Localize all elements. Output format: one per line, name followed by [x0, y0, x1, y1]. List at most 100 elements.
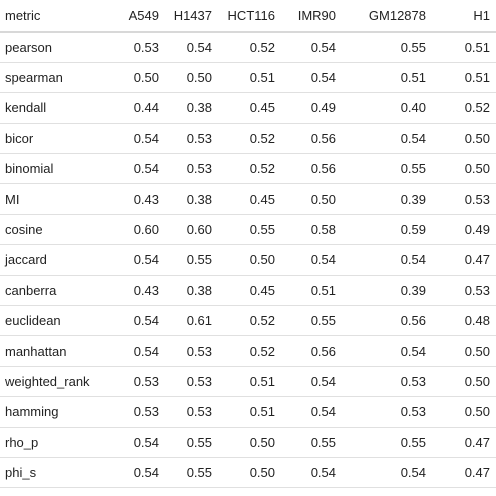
- value-cell-h1437: 0.55: [165, 457, 218, 489]
- value-cell-h1437: 0.53: [165, 396, 218, 428]
- value-cell-h1: 0.49: [432, 214, 496, 246]
- metric-name-cell: binomial: [0, 153, 118, 185]
- value-cell-hct116: 0.51: [218, 396, 281, 428]
- value-cell-imr90: 0.49: [281, 92, 342, 124]
- value-cell-gm12878: 0.56: [342, 305, 432, 337]
- column-header-a549: A549: [118, 0, 165, 33]
- table-row: weighted_rank 0.53 0.53 0.51 0.54 0.53 0.50: [0, 366, 496, 398]
- value-cell-a549: 0.54: [118, 427, 165, 458]
- value-cell-h1: 0.47: [432, 457, 496, 489]
- value-cell-imr90: 0.54: [281, 457, 342, 489]
- value-cell-imr90: 0.56: [281, 335, 342, 367]
- value-cell-imr90: 0.58: [281, 214, 342, 246]
- metric-name-cell: phi_s: [0, 457, 118, 489]
- value-cell-imr90: 0.51: [281, 275, 342, 307]
- value-cell-a549: 0.54: [118, 153, 165, 185]
- column-header-h1: H1: [432, 0, 496, 33]
- table-row: MI 0.43 0.38 0.45 0.50 0.39 0.53: [0, 183, 496, 215]
- value-cell-hct116: 0.50: [218, 244, 281, 276]
- table-body: pearson 0.53 0.54 0.52 0.54 0.55 0.51 spearman 0…: [0, 32, 496, 489]
- value-cell-imr90: 0.54: [281, 396, 342, 428]
- value-cell-hct116: 0.52: [218, 32, 281, 63]
- table-row: rho_p 0.54 0.55 0.50 0.55 0.55 0.47: [0, 427, 496, 458]
- value-cell-gm12878: 0.39: [342, 183, 432, 215]
- value-cell-hct116: 0.50: [218, 457, 281, 489]
- column-header-gm12878: GM12878: [342, 0, 432, 33]
- table-row: pearson 0.53 0.54 0.52 0.54 0.55 0.51: [0, 32, 496, 63]
- header-row: metric A549 H1437 HCT116 IMR90 GM12878 H…: [0, 0, 496, 33]
- value-cell-gm12878: 0.54: [342, 123, 432, 155]
- value-cell-h1437: 0.54: [165, 32, 218, 63]
- table-row: cosine 0.60 0.60 0.55 0.58 0.59 0.49: [0, 214, 496, 246]
- value-cell-a549: 0.60: [118, 214, 165, 246]
- value-cell-h1: 0.50: [432, 153, 496, 185]
- metric-name-cell: hamming: [0, 396, 118, 428]
- value-cell-h1437: 0.55: [165, 427, 218, 458]
- value-cell-hct116: 0.55: [218, 214, 281, 246]
- value-cell-gm12878: 0.55: [342, 427, 432, 458]
- table-row: jaccard 0.54 0.55 0.50 0.54 0.54 0.47: [0, 244, 496, 276]
- value-cell-imr90: 0.54: [281, 244, 342, 276]
- table-header: metric A549 H1437 HCT116 IMR90 GM12878 H…: [0, 0, 496, 33]
- table-row: spearman 0.50 0.50 0.51 0.54 0.51 0.51: [0, 62, 496, 94]
- table-row: hamming 0.53 0.53 0.51 0.54 0.53 0.50: [0, 396, 496, 428]
- value-cell-hct116: 0.51: [218, 62, 281, 94]
- value-cell-hct116: 0.45: [218, 275, 281, 307]
- value-cell-a549: 0.44: [118, 92, 165, 124]
- value-cell-h1437: 0.55: [165, 244, 218, 276]
- value-cell-gm12878: 0.53: [342, 396, 432, 428]
- table-row: binomial 0.54 0.53 0.52 0.56 0.55 0.50: [0, 153, 496, 185]
- metric-name-cell: kendall: [0, 92, 118, 124]
- value-cell-h1: 0.50: [432, 366, 496, 398]
- table-row: kendall 0.44 0.38 0.45 0.49 0.40 0.52: [0, 92, 496, 124]
- value-cell-hct116: 0.45: [218, 92, 281, 124]
- value-cell-hct116: 0.52: [218, 305, 281, 337]
- value-cell-a549: 0.54: [118, 305, 165, 337]
- metric-name-cell: jaccard: [0, 244, 118, 276]
- value-cell-h1: 0.53: [432, 275, 496, 307]
- value-cell-h1437: 0.53: [165, 335, 218, 367]
- column-header-metric: metric: [0, 0, 118, 33]
- value-cell-hct116: 0.45: [218, 183, 281, 215]
- value-cell-a549: 0.53: [118, 396, 165, 428]
- value-cell-gm12878: 0.39: [342, 275, 432, 307]
- table-row: canberra 0.43 0.38 0.45 0.51 0.39 0.53: [0, 275, 496, 307]
- value-cell-imr90: 0.55: [281, 305, 342, 337]
- value-cell-gm12878: 0.54: [342, 457, 432, 489]
- value-cell-hct116: 0.52: [218, 153, 281, 185]
- value-cell-gm12878: 0.54: [342, 244, 432, 276]
- column-header-h1437: H1437: [165, 0, 218, 33]
- value-cell-h1: 0.50: [432, 335, 496, 367]
- value-cell-h1437: 0.53: [165, 366, 218, 398]
- value-cell-h1437: 0.53: [165, 153, 218, 185]
- value-cell-imr90: 0.50: [281, 183, 342, 215]
- value-cell-a549: 0.43: [118, 275, 165, 307]
- metric-name-cell: MI: [0, 183, 118, 215]
- value-cell-h1437: 0.61: [165, 305, 218, 337]
- table-row: bicor 0.54 0.53 0.52 0.56 0.54 0.50: [0, 123, 496, 155]
- value-cell-a549: 0.54: [118, 335, 165, 367]
- value-cell-a549: 0.50: [118, 62, 165, 94]
- table-row: euclidean 0.54 0.61 0.52 0.55 0.56 0.48: [0, 305, 496, 337]
- value-cell-h1: 0.48: [432, 305, 496, 337]
- metric-name-cell: cosine: [0, 214, 118, 246]
- value-cell-h1437: 0.53: [165, 123, 218, 155]
- value-cell-imr90: 0.56: [281, 153, 342, 185]
- value-cell-gm12878: 0.55: [342, 32, 432, 63]
- value-cell-h1: 0.51: [432, 32, 496, 63]
- value-cell-h1: 0.50: [432, 396, 496, 428]
- value-cell-gm12878: 0.53: [342, 366, 432, 398]
- metric-name-cell: pearson: [0, 32, 118, 63]
- value-cell-imr90: 0.55: [281, 427, 342, 458]
- value-cell-imr90: 0.54: [281, 366, 342, 398]
- value-cell-h1437: 0.50: [165, 62, 218, 94]
- table-row: phi_s 0.54 0.55 0.50 0.54 0.54 0.47: [0, 457, 496, 489]
- value-cell-gm12878: 0.55: [342, 153, 432, 185]
- value-cell-gm12878: 0.51: [342, 62, 432, 94]
- metric-name-cell: canberra: [0, 275, 118, 307]
- value-cell-imr90: 0.54: [281, 32, 342, 63]
- metric-name-cell: weighted_rank: [0, 366, 118, 398]
- column-header-imr90: IMR90: [281, 0, 342, 33]
- value-cell-a549: 0.53: [118, 32, 165, 63]
